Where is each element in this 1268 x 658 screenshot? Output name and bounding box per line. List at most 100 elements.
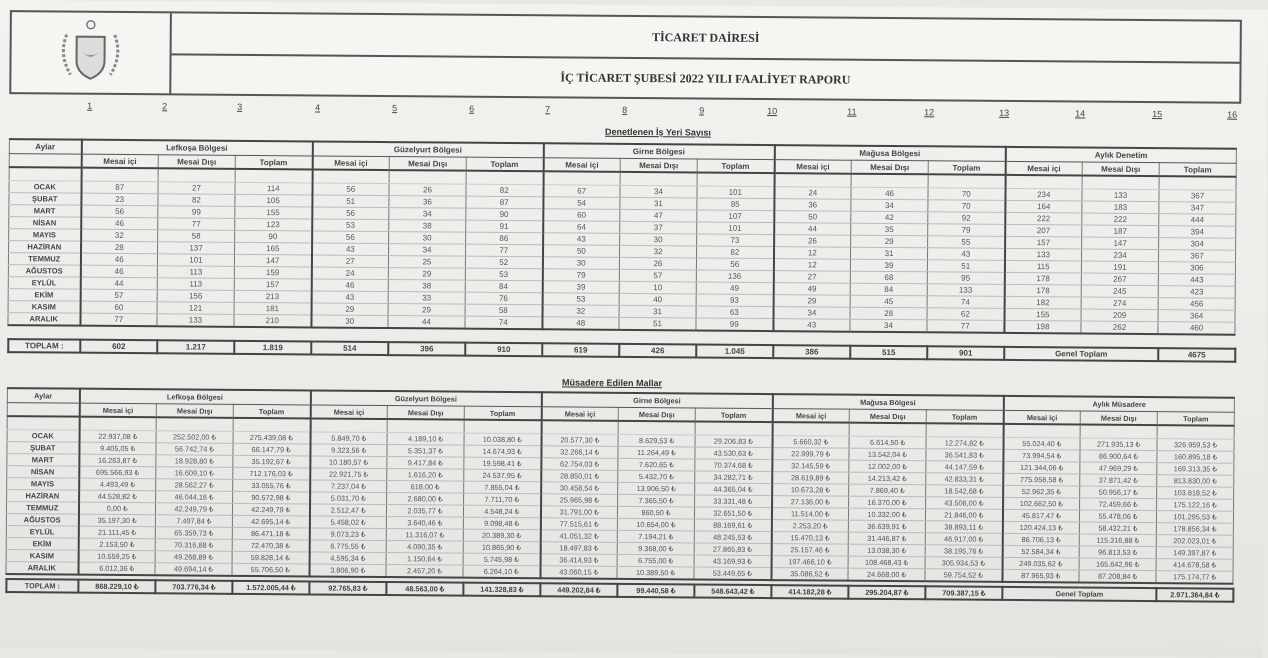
toplam-value: 10.038,80 ₺ <box>464 433 542 446</box>
toplam-value: 91 <box>465 220 543 233</box>
mesai-disi-value: 26 <box>619 257 697 270</box>
toplam-value: 24.537,95 ₺ <box>463 469 541 482</box>
mesai-ici-value: 6.775,55 ₺ <box>309 539 387 553</box>
mesai-ici-value: 249.035,62 ₺ <box>1002 557 1080 570</box>
grand-total-label: Genel Toplam <box>1002 586 1157 602</box>
mesai-disi-value: 1.616,20 ₺ <box>386 468 464 482</box>
toplam-value: 367 <box>1158 189 1237 203</box>
mesai-disi-value: 50.956,17 ₺ <box>1079 485 1157 499</box>
month-label: EKİM <box>6 537 79 551</box>
mesai-ici-value: 30 <box>310 314 389 329</box>
mesai-disi-value: 37 <box>619 221 697 234</box>
mesai-disi-value: 58.432,21 ₺ <box>1079 521 1157 535</box>
mesai-disi-value: 147 <box>1081 237 1159 250</box>
mesai-disi-value: 31 <box>619 305 697 318</box>
toplam-value: 38.893,11 ₺ <box>925 520 1003 534</box>
month-label: MART <box>6 453 79 467</box>
toplam-value: 9.098,48 ₺ <box>463 517 541 530</box>
mesai-disi-value: 10.332,00 ₺ <box>848 508 926 521</box>
toplam-value: 70.374,68 ₺ <box>694 458 772 472</box>
month-label: ŞUBAT <box>8 192 81 206</box>
mesai-disi-value: 4.189,10 ₺ <box>387 432 465 446</box>
mesai-ici-value: 32 <box>542 304 620 318</box>
month-label: MAYIS <box>8 228 81 242</box>
mesai-disi-header: Mesai Dışı <box>389 156 467 171</box>
mesai-disi-header: Mesai Dışı <box>620 158 698 173</box>
column-number: 9 <box>699 105 705 116</box>
total-mesai-ici: 619 <box>542 343 620 357</box>
mesai-ici-value: 56 <box>311 182 390 196</box>
months-header-blank <box>9 153 82 168</box>
mesai-disi-value: 13.542,04 ₺ <box>848 448 927 461</box>
grand-total-value: 4675 <box>1158 348 1236 362</box>
mesai-disi-header: Mesai Dışı <box>387 405 465 420</box>
month-label: EKİM <box>8 288 81 302</box>
blank-cell <box>1157 425 1235 440</box>
mesai-ici-value: 10.559,25 ₺ <box>78 550 156 563</box>
mesai-disi-value: 86.900,64 ₺ <box>1079 449 1158 463</box>
mesai-ici-value: 28 <box>80 241 158 254</box>
mesai-disi-value: 46.044,16 ₺ <box>155 490 233 504</box>
mesai-disi-value: 271.935,13 ₺ <box>1080 437 1158 451</box>
toplam-value: 133 <box>927 283 1005 297</box>
toplam-value: 42.695,14 ₺ <box>232 515 310 528</box>
mesai-ici-value: 32 <box>80 229 158 242</box>
mesai-disi-header: Mesai Dışı <box>1080 410 1158 426</box>
toplam-header: Toplam <box>1159 162 1237 177</box>
toplam-value: 66.147,79 ₺ <box>232 443 311 456</box>
toplam-value: 43.530,63 ₺ <box>694 446 773 460</box>
toplam-value: 77 <box>465 244 543 257</box>
toplam-value: 7.855,04 ₺ <box>463 481 541 494</box>
mesai-ici-value: 23 <box>80 193 158 206</box>
mesai-ici-header: Mesai içi <box>310 404 388 420</box>
total-toplam: 910 <box>465 342 543 357</box>
blank-cell <box>926 423 1004 438</box>
mesai-ici-value: 21.111,45 ₺ <box>78 526 156 539</box>
mesai-ici-value: 41.051,32 ₺ <box>540 529 618 543</box>
mesai-ici-value: 24 <box>773 186 852 200</box>
toplam-value: 27.865,83 ₺ <box>694 542 772 556</box>
toplam-value: 6.264,10 ₺ <box>462 565 541 579</box>
mesai-ici-value: 29 <box>773 294 851 308</box>
toplam-value: 95 <box>927 271 1005 285</box>
report-header: TİCARET DAİRESİ İÇ TİCARET ŞUBESİ 2022 Y… <box>9 10 1242 104</box>
mesai-disi-value: 77 <box>157 217 235 231</box>
toplam-value: 93 <box>696 293 774 307</box>
total-toplam: 1.819 <box>234 340 312 355</box>
mesai-disi-value: 2.457,20 ₺ <box>385 564 464 578</box>
toplam-value: 275.439,08 ₺ <box>233 431 311 444</box>
toplam-value: 18.542,68 ₺ <box>925 484 1003 498</box>
mesai-disi-value: 34 <box>388 207 466 221</box>
mesai-ici-value: 43 <box>311 242 389 256</box>
mesai-ici-value: 39 <box>542 280 620 294</box>
mesai-ici-header: Mesai içi <box>774 159 852 174</box>
column-number: 13 <box>999 107 1010 118</box>
mesai-disi-header: Mesai Dışı <box>158 154 236 169</box>
mesai-ici-value: 43.060,15 ₺ <box>540 565 618 579</box>
toplam-value: 42.833,31 ₺ <box>925 472 1003 486</box>
toplam-value: 42.249,79 ₺ <box>232 503 310 516</box>
month-label: KASIM <box>8 300 81 314</box>
toplam-value: 456 <box>1158 297 1236 311</box>
total-mesai-ici: 449.202,84 ₺ <box>540 583 618 597</box>
mesai-disi-value: 10.654,00 ₺ <box>617 518 695 531</box>
mesai-ici-value: 43 <box>311 290 389 304</box>
mesai-ici-value: 46 <box>80 217 158 230</box>
mesai-ici-value: 79 <box>542 268 620 282</box>
mesai-ici-value: 12 <box>773 258 851 272</box>
mesai-ici-value: 10.180,57 ₺ <box>309 455 387 469</box>
mesai-disi-value: 245 <box>1081 285 1159 298</box>
toplam-value: 51 <box>927 259 1005 273</box>
mesai-disi-value: 26 <box>388 183 467 197</box>
mesai-disi-value: 38 <box>388 219 466 233</box>
mesai-ici-value: 31.791,00 ₺ <box>540 505 618 519</box>
mesai-disi-value: 10.389,50 ₺ <box>617 566 695 580</box>
mesai-disi-value: 5.432,70 ₺ <box>617 470 695 483</box>
toplam-value: 364 <box>1158 309 1236 323</box>
mesai-ici-value: 46 <box>311 278 389 292</box>
column-number: 1 <box>87 100 93 111</box>
blank-cell <box>541 420 619 435</box>
toplam-value: 79 <box>927 223 1005 237</box>
mesai-ici-value: 86.706,13 ₺ <box>1002 533 1080 546</box>
mesai-ici-value: 49 <box>773 282 851 296</box>
